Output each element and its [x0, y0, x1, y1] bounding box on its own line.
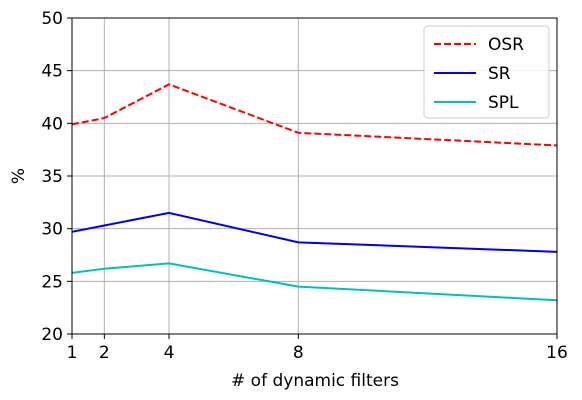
y-tick-label: 40 [41, 114, 63, 134]
x-tick-label: 16 [546, 343, 568, 363]
legend-label: SPL [488, 93, 519, 113]
y-tick-label: 35 [41, 167, 63, 187]
y-tick-label: 50 [41, 9, 63, 29]
y-tick-label: 25 [41, 272, 63, 292]
data-line [71, 83, 558, 147]
x-tick-label: 8 [293, 343, 304, 363]
x-tick-label: 2 [99, 343, 110, 363]
legend-box [423, 25, 550, 119]
y-tick-label: 20 [41, 325, 63, 345]
legend-label: SR [488, 64, 511, 84]
y-axis-label: % [9, 168, 29, 184]
legend-label: OSR [488, 35, 524, 55]
x-axis-label: # of dynamic filters [231, 371, 399, 391]
plot-frame [71, 17, 558, 335]
y-tick-label: 45 [41, 62, 63, 82]
y-tick-label: 30 [41, 220, 63, 240]
data-line [71, 262, 558, 302]
x-tick-label: 4 [164, 343, 175, 363]
data-line [71, 211, 558, 253]
x-tick-label: 1 [67, 343, 78, 363]
